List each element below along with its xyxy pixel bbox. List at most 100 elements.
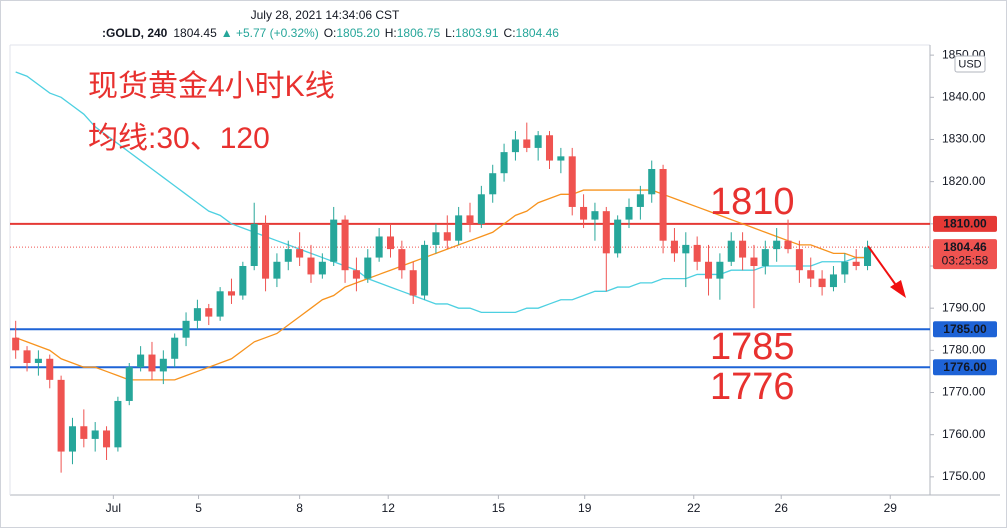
candle-body — [602, 211, 610, 254]
current-price-box — [933, 239, 997, 270]
candle-body — [636, 194, 644, 207]
change: ▲ +5.77 (+0.32%) — [221, 26, 319, 40]
candle-body — [739, 240, 747, 258]
level-label: 1785.00 — [943, 322, 987, 336]
candle-body — [466, 215, 474, 224]
candle-body — [216, 291, 224, 317]
x-tick-label: 29 — [884, 501, 898, 515]
candle-body — [91, 430, 99, 439]
candle-body — [852, 261, 860, 266]
candle-body — [318, 261, 326, 275]
candle-body — [352, 270, 360, 279]
y-tick-label: 1820.00 — [942, 174, 986, 188]
plot: Jul 5 8 12 15 19 22 26 29 — [10, 71, 930, 515]
candle-body — [614, 219, 622, 254]
candle-body — [23, 350, 31, 363]
annotation: 1785 — [710, 326, 795, 368]
currency-box — [954, 55, 986, 73]
ohlc-key: L: — [445, 26, 455, 40]
candle-body — [443, 232, 451, 241]
y-tick-label: 1840.00 — [942, 89, 986, 103]
candle-body — [625, 206, 633, 220]
candle-body — [296, 249, 304, 258]
y-tick-label: 1830.00 — [942, 132, 986, 146]
currency: USD — [958, 58, 981, 70]
candle-body — [34, 358, 42, 363]
candle-body — [864, 247, 872, 266]
x-tick-label: 8 — [296, 501, 303, 515]
candle-body — [534, 135, 542, 148]
candle-body — [784, 240, 792, 250]
ohlc-value: 1806.75 — [397, 26, 441, 40]
candle-body — [103, 430, 111, 448]
candle-body — [12, 337, 20, 351]
candle-body — [409, 270, 417, 296]
candle-body — [193, 308, 201, 321]
price-axis: 1750.001760.001770.001780.001790.001800.… — [930, 47, 997, 483]
y-tick-label: 1770.00 — [942, 385, 986, 399]
candle-body — [682, 244, 690, 254]
candle-body — [239, 265, 247, 296]
x-tick-label: Jul — [106, 501, 121, 515]
candle-body — [511, 139, 519, 153]
ma-120-line — [15, 71, 868, 314]
candle-body — [568, 156, 576, 207]
candle-body — [659, 168, 667, 241]
ohlc-key: H: — [385, 26, 397, 40]
candle-body — [262, 223, 270, 279]
candle-body — [648, 168, 656, 195]
countdown: 03:25:58 — [942, 253, 989, 267]
candle-body — [704, 261, 713, 279]
candle-body — [807, 270, 815, 279]
candle-body — [182, 320, 190, 338]
candle-body — [80, 426, 88, 439]
candle-body — [171, 337, 179, 359]
candle-body — [670, 240, 678, 254]
candle-body — [398, 249, 406, 271]
candle-body — [829, 274, 837, 288]
y-tick-label: 1790.00 — [942, 300, 986, 314]
candle-body — [68, 426, 76, 452]
candle-body — [137, 354, 145, 368]
arrow — [867, 245, 906, 298]
candle-body — [750, 257, 758, 266]
candle-body — [148, 354, 156, 372]
candle-body — [341, 219, 349, 271]
candle-body — [125, 367, 133, 401]
annotation: 均线:30、120 — [88, 122, 270, 155]
candle-body — [523, 139, 531, 148]
candle-body — [545, 135, 554, 161]
level-box — [933, 321, 997, 338]
x-tick-label: 5 — [195, 501, 202, 515]
candle-body — [114, 400, 122, 448]
candle-body — [386, 236, 395, 250]
annotation: 1810 — [710, 181, 795, 223]
candle-body — [307, 257, 315, 275]
y-tick-label: 1760.00 — [942, 427, 986, 441]
candle-body — [693, 244, 701, 262]
candle-body — [273, 261, 281, 279]
candle-body — [716, 261, 724, 279]
candle-body — [761, 249, 769, 266]
y-tick-label: 1780.00 — [942, 343, 986, 357]
y-tick-label: 1750.00 — [942, 469, 986, 483]
symbol: :GOLD, 240 — [102, 26, 168, 40]
candle-body — [432, 232, 440, 245]
annotation: 现货黄金4小时K线 — [88, 70, 335, 103]
level-box — [933, 359, 997, 376]
x-tick-label: 22 — [687, 501, 701, 515]
candle-body — [455, 215, 463, 241]
timestamp: July 28, 2021 14:34:06 CST — [251, 8, 400, 22]
candle-body — [205, 308, 213, 317]
candle-body — [591, 211, 599, 220]
candle-body — [773, 240, 781, 250]
ohlc-value: 1803.91 — [455, 26, 499, 40]
level-label: 1810.00 — [943, 216, 987, 230]
candle-body — [421, 244, 429, 296]
level-label: 1776.00 — [943, 360, 987, 374]
candle-body — [159, 358, 167, 372]
x-tick-label: 15 — [492, 501, 506, 515]
x-tick-label: 12 — [382, 501, 396, 515]
